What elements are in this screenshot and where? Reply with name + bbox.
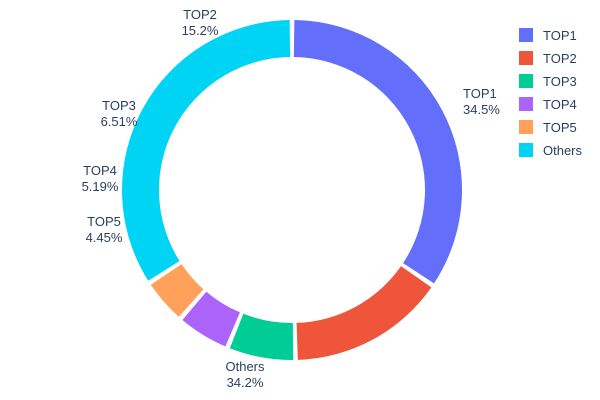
pie-slice-labels: TOP1 34.5% TOP2 15.2% TOP3 6.51% TOP4 5.19% TOP5…: [82, 7, 501, 390]
legend-swatch-icon: [519, 74, 533, 88]
slice-label-top2: TOP2 15.2%: [182, 7, 219, 38]
slice-label-percent: 4.45%: [86, 230, 123, 245]
slice-label-name: Others: [225, 359, 265, 374]
slice-label-percent: 34.2%: [227, 375, 264, 390]
legend-item-top5[interactable]: TOP5: [519, 120, 577, 135]
slice-label-name: TOP5: [87, 214, 121, 229]
slice-label-percent: 6.51%: [101, 114, 138, 129]
legend-item-top1[interactable]: TOP1: [519, 28, 577, 43]
legend-label: TOP1: [543, 28, 577, 43]
legend-swatch-icon: [519, 120, 533, 134]
slice-label-name: TOP3: [102, 98, 136, 113]
pie-slice-others[interactable]: [121, 20, 291, 281]
pie-slice-top3[interactable]: [229, 313, 294, 361]
legend-item-top3[interactable]: TOP3: [519, 74, 577, 89]
legend-label: Others: [543, 143, 583, 158]
legend-swatch-icon: [519, 51, 533, 65]
legend-swatch-icon: [519, 97, 533, 111]
legend-swatch-icon: [519, 28, 533, 42]
slice-label-top3: TOP3 6.51%: [101, 98, 138, 129]
legend-swatch-icon: [519, 143, 533, 157]
pie-slices: [121, 20, 463, 361]
pie-slice-top4[interactable]: [182, 291, 240, 347]
legend-label: TOP3: [543, 74, 577, 89]
chart-legend: TOP1 TOP2 TOP3 TOP4 TOP5 Others: [519, 28, 583, 158]
slice-label-top5: TOP5 4.45%: [86, 214, 123, 245]
legend-item-top2[interactable]: TOP2: [519, 51, 577, 66]
slice-label-name: TOP1: [463, 86, 497, 101]
pie-slice-top5[interactable]: [150, 264, 204, 317]
legend-item-others[interactable]: Others: [519, 143, 583, 158]
slice-label-percent: 15.2%: [182, 23, 219, 38]
legend-label: TOP2: [543, 51, 577, 66]
slice-label-name: TOP2: [183, 7, 217, 22]
slice-label-percent: 34.5%: [463, 102, 500, 117]
legend-item-top4[interactable]: TOP4: [519, 97, 577, 112]
legend-label: TOP4: [543, 97, 577, 112]
legend-label: TOP5: [543, 120, 577, 135]
pie-slice-top1[interactable]: [293, 20, 463, 284]
slice-label-top4: TOP4 5.19%: [82, 163, 119, 194]
slice-label-percent: 5.19%: [82, 179, 119, 194]
slice-label-others: Others 34.2%: [225, 359, 265, 390]
pie-slice-top2[interactable]: [296, 266, 432, 360]
slice-label-top1: TOP1 34.5%: [463, 86, 500, 117]
slice-label-name: TOP4: [83, 163, 117, 178]
